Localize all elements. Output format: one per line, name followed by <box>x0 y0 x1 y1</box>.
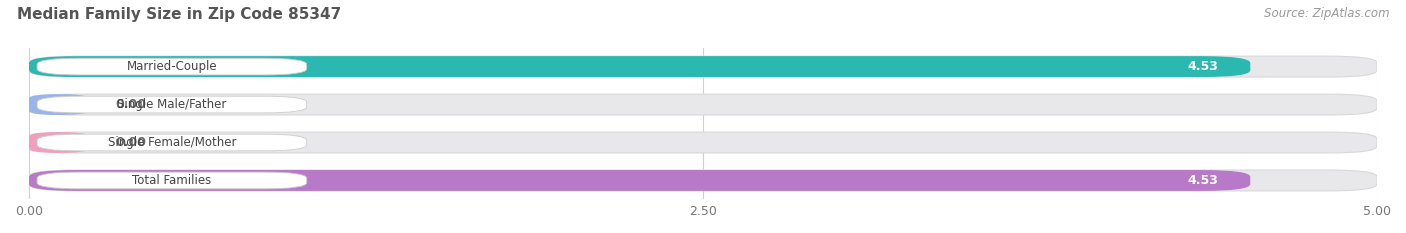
FancyBboxPatch shape <box>30 94 1376 115</box>
FancyBboxPatch shape <box>37 172 307 189</box>
FancyBboxPatch shape <box>30 56 1250 77</box>
FancyBboxPatch shape <box>30 132 89 153</box>
FancyBboxPatch shape <box>37 134 307 151</box>
Text: Married-Couple: Married-Couple <box>127 60 217 73</box>
Text: 0.00: 0.00 <box>115 136 146 149</box>
Text: Median Family Size in Zip Code 85347: Median Family Size in Zip Code 85347 <box>17 7 342 22</box>
Text: Total Families: Total Families <box>132 174 211 187</box>
Text: 4.53: 4.53 <box>1187 60 1218 73</box>
Text: 0.00: 0.00 <box>115 98 146 111</box>
FancyBboxPatch shape <box>37 58 307 75</box>
FancyBboxPatch shape <box>30 56 1376 77</box>
FancyBboxPatch shape <box>30 132 1376 153</box>
Text: Source: ZipAtlas.com: Source: ZipAtlas.com <box>1264 7 1389 20</box>
FancyBboxPatch shape <box>30 170 1376 191</box>
Text: Single Female/Mother: Single Female/Mother <box>108 136 236 149</box>
FancyBboxPatch shape <box>30 170 1250 191</box>
Text: Single Male/Father: Single Male/Father <box>117 98 226 111</box>
FancyBboxPatch shape <box>30 94 89 115</box>
FancyBboxPatch shape <box>37 96 307 113</box>
Text: 4.53: 4.53 <box>1187 174 1218 187</box>
